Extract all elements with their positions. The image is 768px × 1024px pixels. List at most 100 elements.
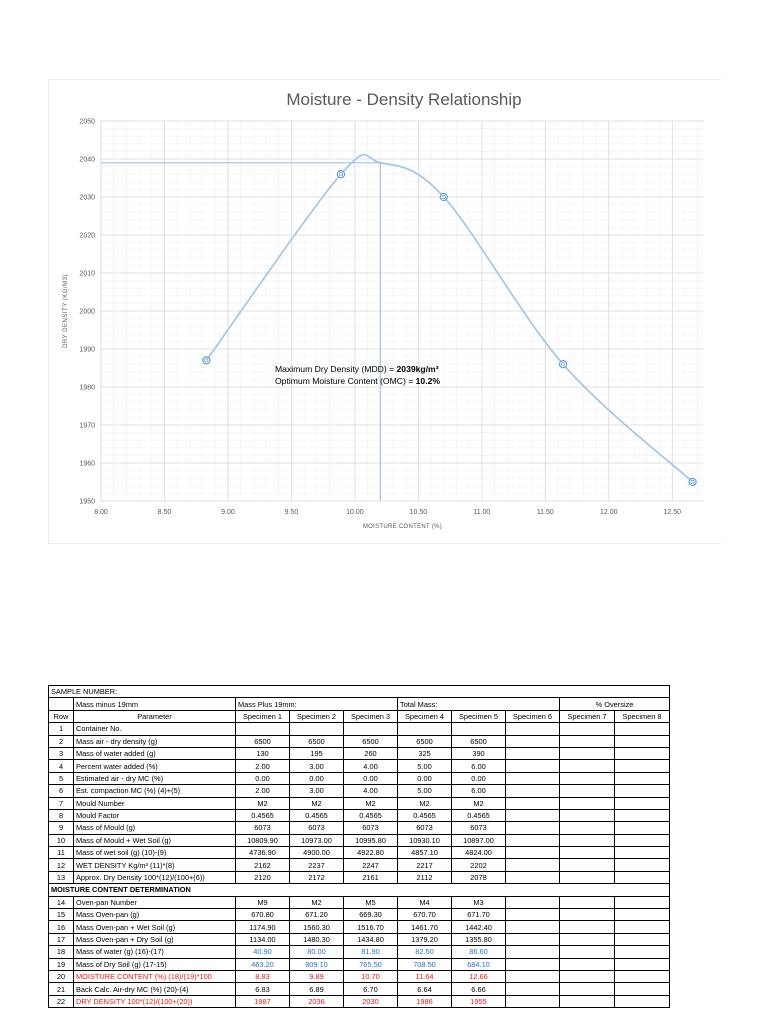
specimen-header: Specimen 4	[397, 709, 452, 724]
specimen-value: 5.00	[397, 784, 452, 798]
parameter-name: Mass of wet soil (g) (10)-(9)	[73, 846, 236, 860]
specimen-value: 669.30	[343, 908, 398, 922]
specimen-value: 6073	[451, 821, 506, 835]
specimen-value: 40.90	[235, 945, 290, 959]
data-point-outer	[336, 170, 346, 179]
parameter-name: Mould Factor	[73, 808, 236, 823]
specimen-value	[559, 982, 615, 996]
specimen-value: 765.50	[343, 957, 398, 972]
specimen-value	[505, 858, 560, 872]
data-point-inner	[338, 172, 344, 177]
specimen-value	[505, 945, 560, 959]
specimen-value: 0.00	[451, 771, 506, 786]
specimen-value: 81.90	[343, 945, 398, 959]
specimen-value: M4	[397, 895, 452, 910]
specimen-value: 671.20	[289, 908, 344, 922]
specimen-value: 6500	[289, 734, 344, 748]
x-tick-label: 9.00	[221, 509, 235, 516]
table-row: 7 Mould Number M2 M2 M2 M2 M2	[48, 796, 671, 810]
specimen-header: Specimen 6	[505, 709, 560, 724]
data-point	[439, 192, 448, 202]
parameter-name: MOISTURE CONTENT (%) (18)/(19)*100	[73, 969, 236, 984]
specimen-value: 10930.10	[397, 833, 452, 848]
table-row: 2 Mass air - dry density (g) 6500 6500 6500 6…	[48, 734, 671, 748]
row-number: 11	[48, 846, 74, 860]
x-tick-label: 8.50	[158, 509, 172, 516]
specimen-value: 1516.70	[343, 920, 398, 934]
mass-group-row: Mass minus 19mm Mass Plus 19mm: Total Mass…	[48, 697, 671, 711]
specimen-value	[559, 908, 615, 922]
specimen-value: 684.10	[451, 957, 506, 972]
specimen-value	[613, 821, 671, 835]
specimen-value	[505, 796, 560, 810]
specimen-value	[559, 833, 615, 848]
table-row: 10 Mass of Mould + Wet Soil (g) 10809.90 10…	[48, 833, 671, 848]
specimen-value: 2112	[397, 870, 452, 885]
specimen-value: 1955	[451, 994, 506, 1009]
specimen-value: 708.50	[397, 957, 452, 972]
row-number: 14	[48, 895, 74, 910]
specimen-value: 1461.70	[397, 920, 452, 934]
specimen-value: 3.00	[289, 784, 344, 798]
row-number: 8	[48, 808, 74, 823]
specimen-value: 8.83	[235, 969, 290, 984]
specimen-value	[559, 858, 615, 872]
specimen-value	[505, 746, 560, 761]
specimen-value	[559, 895, 615, 910]
specimen-value	[451, 722, 506, 736]
specimen-value: 10995.80	[343, 833, 398, 848]
data-point-inner	[204, 358, 209, 363]
specimen-value	[505, 784, 560, 798]
specimen-value	[235, 722, 290, 736]
y-tick-label: 1950	[79, 499, 95, 506]
specimen-value	[505, 833, 560, 848]
peak-reference-lines	[101, 162, 381, 501]
y-tick-label: 2010	[79, 271, 95, 278]
table-row: 17 Mass Oven-pan + Dry Soil (g) 1134.00 148…	[48, 932, 671, 947]
row-header: Row	[48, 709, 74, 724]
data-point-outer	[439, 192, 448, 202]
row-number: 16	[48, 920, 74, 934]
table-header-row: Row Parameter Specimen 1 Specimen 2 Specimen…	[48, 709, 671, 724]
x-tick-label: 10.00	[346, 509, 364, 516]
table-row: 9 Mass of Mould (g) 6073 6073 6073 6073 6073	[48, 821, 671, 835]
row-number: 2	[48, 734, 74, 748]
table-row: 4 Percent water added (%) 2.00 3.00 4.00 5.00…	[48, 759, 671, 773]
specimen-value: 6.70	[343, 982, 398, 996]
parameter-name: Container No.	[73, 722, 236, 736]
parameter-name: Estimated air - dry MC (%)	[73, 771, 236, 786]
specimen-value: 1355.80	[451, 932, 506, 947]
specimen-value	[559, 945, 615, 959]
specimen-value	[505, 759, 560, 773]
compaction-test-table: SAMPLE NUMBER: Mass minus 19mm Mass Plus 1…	[47, 684, 671, 1009]
specimen-value: 1987	[235, 994, 290, 1009]
specimen-value	[505, 808, 560, 823]
specimen-value	[559, 771, 615, 786]
parameter-name: WET DENSITY Kg/m³ (11)*(8)	[73, 858, 236, 872]
y-tick-label: 2000	[79, 309, 95, 316]
specimen-value	[613, 846, 671, 860]
specimen-value: 2161	[343, 870, 398, 885]
specimen-value	[613, 957, 671, 972]
specimen-value	[559, 969, 615, 984]
specimen-value: 10809.90	[235, 833, 290, 848]
specimen-value: 1480.30	[289, 932, 344, 947]
specimen-value	[343, 722, 398, 736]
specimen-value: 3.00	[289, 759, 344, 773]
table-row: 21 Back Calc. Air-dry MC (%) (20)-(4) 6.83…	[48, 982, 671, 996]
data-point-markers	[202, 170, 697, 487]
specimen-value: M3	[451, 895, 506, 910]
row-number: 18	[48, 945, 74, 959]
sample-number-row: SAMPLE NUMBER:	[47, 684, 671, 699]
parameter-name: Mass Oven-pan + Wet Soil (g)	[73, 920, 236, 934]
specimen-value	[613, 858, 671, 872]
specimen-value	[559, 746, 615, 761]
data-point-inner	[560, 362, 566, 367]
specimen-value: 0.00	[397, 771, 452, 786]
specimen-value: 6.66	[451, 982, 506, 996]
parameter-name: Mass of Dry Soil (g) (17-15)	[73, 957, 236, 972]
specimen-value: 6.00	[451, 784, 506, 798]
specimen-value: 1134.00	[235, 932, 290, 947]
specimen-value: 2030	[343, 994, 398, 1009]
specimen-value: 1379.20	[397, 932, 452, 947]
